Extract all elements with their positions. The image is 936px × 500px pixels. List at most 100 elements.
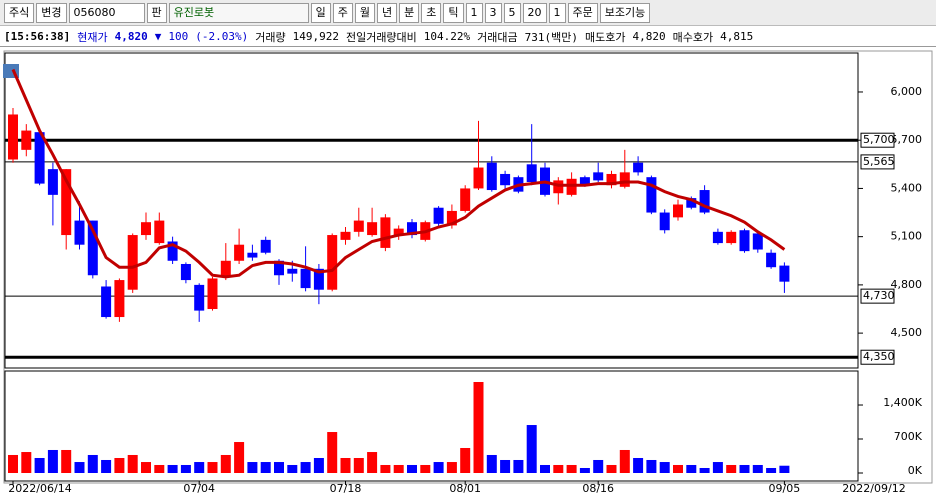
candle-body: [486, 162, 497, 191]
chart-frame: [3, 50, 933, 484]
toolbar-button[interactable]: 틱: [443, 2, 464, 23]
candle-body: [739, 230, 750, 252]
candle-body: [274, 260, 284, 276]
toolbar-button[interactable]: 월: [354, 2, 375, 23]
x-tick-label: 2022/06/14: [8, 482, 71, 495]
volume-bar: [606, 464, 617, 473]
volume-bar: [327, 432, 338, 473]
volume-bar: [194, 462, 205, 473]
y-tick-label: 4,500: [891, 326, 923, 339]
toolbar: 주식 변경 056080 판 유진로봇 일 주 월 년 분 초 틱 1 3 5 20 1 주문 보조기능: [0, 0, 936, 26]
volume-bar: [154, 464, 165, 473]
volume-bar: [47, 449, 58, 473]
candle-body: [686, 198, 697, 208]
volume-bar: [127, 454, 138, 473]
candle-body: [473, 167, 484, 189]
volume-bar: [141, 462, 151, 473]
candle-body: [207, 278, 218, 310]
toolbar-button[interactable]: 보조기능: [599, 2, 651, 23]
amount: 731(백만): [524, 30, 578, 44]
candle-body: [606, 173, 617, 186]
y-tick-label: 5,700: [891, 133, 923, 146]
volume-bar: [752, 464, 763, 473]
candle-body: [526, 164, 537, 183]
volume-bar: [114, 457, 125, 473]
candle-body: [21, 130, 32, 150]
x-tick-label: 08/16: [582, 482, 614, 495]
toolbar-button[interactable]: 유진로봇: [168, 2, 309, 23]
toolbar-button[interactable]: 5: [503, 2, 521, 23]
label: 거래량: [255, 30, 286, 44]
volume-bar: [207, 462, 218, 473]
toolbar-button[interactable]: 변경: [36, 2, 67, 23]
arrow: ▼: [154, 30, 162, 43]
y-tick-label: 5,400: [891, 181, 923, 194]
toolbar-button[interactable]: 일: [310, 2, 331, 23]
level-label: 5,700: [863, 133, 895, 146]
toolbar-button[interactable]: 주문: [567, 2, 598, 23]
time: [15:56:38]: [4, 30, 71, 43]
volume-bar: [659, 462, 670, 473]
toolbar-button[interactable]: 3: [484, 2, 502, 23]
bid: 4,815: [720, 30, 754, 43]
level-box: [860, 154, 895, 170]
candle-body: [712, 231, 723, 244]
candle-body: [699, 190, 710, 213]
toolbar-button[interactable]: 주식: [4, 2, 35, 23]
volume-bar: [420, 464, 431, 473]
change-pct: (-2.03%): [195, 30, 249, 43]
candle-body: [234, 244, 245, 261]
volume-bar: [766, 467, 777, 473]
toolbar-button[interactable]: 20: [522, 2, 547, 23]
volume-bar: [393, 464, 404, 473]
candle-body: [460, 188, 471, 211]
candle-body: [659, 212, 670, 231]
volume-bar: [526, 425, 537, 473]
candle-body: [74, 220, 85, 245]
volume-bar: [712, 462, 723, 473]
level-box: [860, 132, 895, 148]
toolbar-button[interactable]: 1: [465, 2, 483, 23]
toolbar-button[interactable]: 1: [548, 2, 566, 23]
volume-bar: [566, 464, 577, 473]
volume-bar: [553, 464, 564, 473]
candle-body: [154, 220, 165, 244]
candle-body: [313, 268, 324, 290]
toolbar-button[interactable]: 초: [421, 2, 442, 23]
toolbar-button[interactable]: 년: [377, 2, 398, 23]
volume-bar: [234, 442, 245, 473]
candle-body: [646, 177, 657, 213]
toolbar-button[interactable]: 판: [146, 2, 167, 23]
candle-body: [407, 222, 417, 236]
volume-bar: [260, 462, 271, 473]
label: 현재가: [77, 30, 108, 44]
volume-bar: [380, 464, 391, 473]
x-tick-label: 07/18: [330, 482, 362, 495]
candle-body: [340, 231, 351, 240]
status-bar: [15:56:38] 현재가 4,820 ▼ 100 (-2.03%) 거래량 …: [0, 27, 936, 47]
volume-bar: [313, 457, 324, 473]
candle-body: [127, 235, 138, 290]
volume-bar: [739, 464, 750, 473]
candle-body: [593, 172, 604, 181]
volume-bar: [34, 457, 45, 473]
candle-body: [47, 169, 58, 195]
candle-body: [141, 222, 151, 236]
label: 매도호가: [585, 30, 626, 44]
x-end-label: 2022/09/12: [842, 482, 905, 495]
toolbar-button[interactable]: 분: [399, 2, 420, 23]
volume-bar: [540, 464, 550, 473]
volume-tick-label: 700K: [894, 430, 923, 443]
volume-bar: [619, 449, 630, 473]
candle-body: [673, 204, 683, 218]
label: 전일거래량대비: [345, 30, 417, 44]
candle-body: [260, 239, 271, 253]
volume-bar: [407, 464, 417, 473]
candle-body: [433, 207, 444, 224]
toolbar-button[interactable]: 주: [332, 2, 353, 23]
volume-bar: [220, 454, 231, 473]
toolbar-button[interactable]: 056080: [68, 2, 145, 23]
candle-body: [327, 235, 338, 290]
x-tick-label: 07/04: [183, 482, 215, 495]
